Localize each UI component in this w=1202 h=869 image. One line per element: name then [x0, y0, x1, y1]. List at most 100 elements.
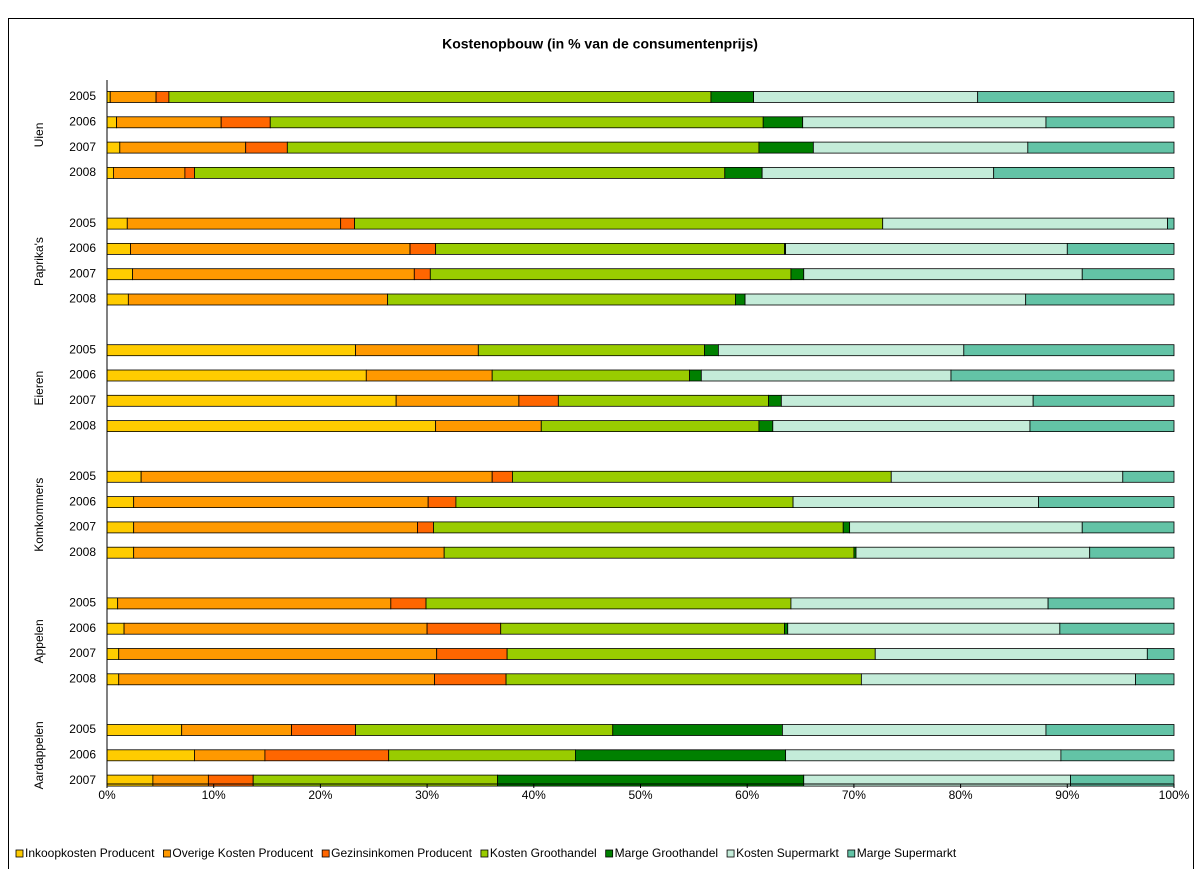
y-tick-label: 2007: [69, 140, 96, 154]
bar-segment: [443, 546, 855, 559]
bar-segment: [113, 166, 186, 179]
bar-segment: [977, 91, 1175, 103]
legend-swatch: [163, 849, 171, 858]
x-tick-label: 30%: [415, 788, 439, 802]
bar-segment: [963, 344, 1175, 357]
bar-segment: [106, 344, 357, 357]
y-tick-label: 2006: [69, 114, 96, 128]
bar-segment: [735, 293, 746, 306]
bar-segment: [106, 622, 125, 635]
bar-segment: [106, 749, 195, 762]
bar-segment: [387, 293, 736, 306]
legend-label: Overige Kosten Producent: [172, 846, 313, 860]
bar-segment: [426, 622, 502, 635]
bar-segment: [803, 268, 1083, 281]
bar-segment: [512, 470, 892, 483]
x-tick-label: 80%: [949, 788, 973, 802]
bar-segment: [1059, 622, 1175, 635]
bar-segment: [109, 91, 157, 103]
group-label: Eieren: [32, 371, 46, 406]
bar-segment: [395, 394, 520, 407]
y-tick-label: 2006: [69, 241, 96, 255]
bar-segment: [700, 369, 952, 382]
bar-segment: [784, 622, 789, 635]
x-tick-label: 90%: [1055, 788, 1079, 802]
legend-swatch: [15, 849, 24, 858]
bar-segment: [388, 749, 576, 762]
group-label: Appelen: [32, 619, 46, 663]
bar-segment: [1038, 496, 1175, 509]
bar-segment: [1060, 749, 1175, 762]
bar-segment: [181, 724, 292, 736]
bar-segment: [106, 293, 129, 306]
y-tick-label: 2006: [69, 494, 96, 508]
y-tick-label: 2006: [69, 621, 96, 635]
legend-swatch: [480, 849, 489, 858]
bar-segment: [413, 268, 431, 281]
bar-segment: [106, 673, 120, 686]
bar-segment: [855, 546, 1091, 559]
bar-segment: [132, 268, 415, 281]
bar-segment: [762, 116, 804, 129]
bar-segment: [127, 293, 389, 306]
bar-segment: [435, 420, 542, 433]
bar-segment: [106, 597, 119, 610]
bar-segment: [1032, 394, 1175, 407]
bar-segment: [849, 521, 1083, 534]
y-tick-label: 2005: [69, 216, 96, 230]
bar-segment: [133, 521, 418, 534]
bar-segment: [874, 648, 1148, 660]
bar-segment: [220, 116, 271, 129]
bar-segment: [782, 724, 1047, 736]
bar-segment: [417, 521, 434, 534]
bar-segment: [390, 597, 427, 610]
bar-segment: [106, 394, 397, 407]
bar-segment: [758, 420, 774, 433]
bar-segment: [269, 116, 764, 129]
bar-segment: [710, 91, 755, 103]
legend-swatch: [847, 849, 856, 858]
bar-segment: [812, 141, 1029, 154]
legend-label: Marge Supermarkt: [857, 846, 957, 860]
bar-segment: [455, 496, 794, 509]
bar-segment: [1146, 648, 1175, 660]
bar-segment: [785, 749, 1062, 762]
bar-segment: [130, 242, 411, 255]
bar-segment: [427, 496, 457, 509]
x-tick-label: 50%: [628, 788, 652, 802]
bar-segment: [575, 749, 787, 762]
bar-segment: [950, 369, 1175, 382]
bar-segment: [106, 521, 135, 534]
bar-segment: [1045, 724, 1175, 736]
legend-label: Marge Groothandel: [615, 846, 718, 860]
bar-segment: [435, 242, 785, 255]
y-tick-label: 2005: [69, 722, 96, 736]
bar-segment: [724, 166, 763, 179]
bar-segment: [792, 496, 1039, 509]
bar-segment: [1047, 597, 1175, 610]
bar-segment: [689, 369, 702, 382]
bar-segment: [429, 268, 792, 281]
bar-segment: [785, 242, 1068, 255]
y-tick-label: 2008: [69, 418, 96, 432]
y-tick-label: 2007: [69, 393, 96, 407]
bar-segment: [540, 420, 760, 433]
chart-title: Kostenopbouw (in % van de consumentenpri…: [442, 36, 758, 52]
bar-segment: [1070, 774, 1175, 787]
bar-segment: [409, 242, 437, 255]
group-label: Paprika's: [32, 237, 46, 286]
bar-segment: [1089, 546, 1175, 559]
bar-segment: [123, 622, 428, 635]
group-label: Uien: [32, 123, 46, 148]
y-tick-label: 2008: [69, 292, 96, 306]
bar-segment: [116, 116, 222, 129]
bar-segment: [890, 470, 1124, 483]
bar-segment: [1027, 141, 1175, 154]
bar-segment: [434, 673, 507, 686]
legend-label: Inkoopkosten Producent: [25, 846, 155, 860]
bar-segment: [612, 724, 783, 736]
x-tick-label: 20%: [308, 788, 332, 802]
bar-segment: [133, 546, 445, 559]
bar-segment: [245, 141, 288, 154]
y-tick-label: 2008: [69, 165, 96, 179]
